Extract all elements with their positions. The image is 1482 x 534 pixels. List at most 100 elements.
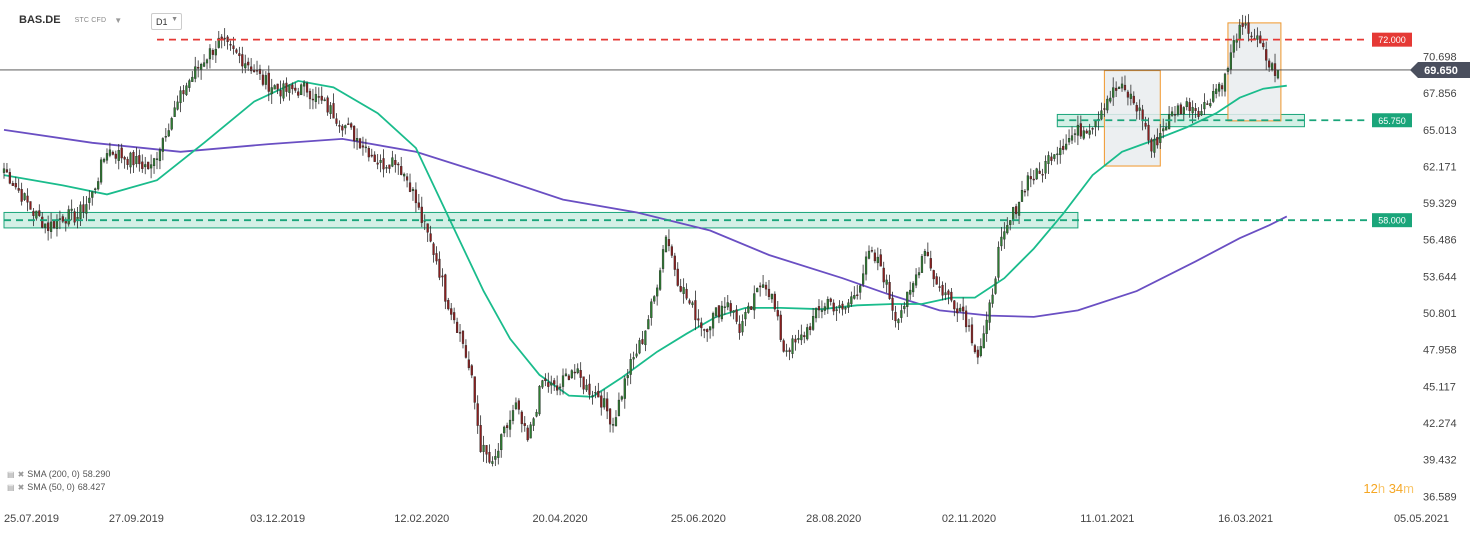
candle <box>170 116 173 131</box>
candle <box>523 416 526 432</box>
y-tick-label: 53.644 <box>1423 271 1457 283</box>
candle-body <box>214 48 217 56</box>
candle <box>753 285 756 319</box>
candle-body <box>205 59 209 64</box>
candle-body <box>99 159 103 183</box>
candle <box>82 196 85 219</box>
candle <box>326 95 329 116</box>
candle-body <box>1241 23 1244 27</box>
candle-body <box>941 284 944 296</box>
candle <box>891 291 894 321</box>
candle-body <box>432 243 435 255</box>
candle-body <box>876 256 879 264</box>
candle <box>464 339 468 359</box>
candle-body <box>1173 114 1177 116</box>
candle-body <box>358 138 362 149</box>
candle <box>741 314 744 336</box>
candle <box>1115 81 1118 98</box>
candle <box>953 299 956 317</box>
candle <box>653 295 656 304</box>
candle-body <box>1191 107 1194 114</box>
candle-body <box>538 385 541 415</box>
timeframe-select[interactable]: D1 ▼ <box>151 13 182 30</box>
candle <box>341 124 344 137</box>
candle <box>220 34 223 49</box>
candle-body <box>726 302 729 308</box>
candle <box>1138 99 1141 120</box>
candle-body <box>11 183 14 186</box>
candle-body <box>241 54 244 67</box>
candle-body <box>970 324 974 344</box>
legend-sma-50[interactable]: ▤ ✖ SMA (50, 0) 68.427 <box>7 481 110 494</box>
candle-body <box>1265 49 1268 61</box>
candle <box>302 80 306 97</box>
chevron-down-icon[interactable]: ▼ <box>114 15 123 25</box>
candle <box>261 70 265 87</box>
candle-body <box>302 82 306 87</box>
candle <box>761 274 765 288</box>
candle-body <box>391 157 394 167</box>
candle <box>241 46 244 74</box>
timeframe-label: D1 <box>156 16 168 27</box>
candle-body <box>729 303 732 312</box>
candle-body <box>744 311 747 320</box>
sma-200-value: 58.290 <box>82 469 111 479</box>
candle <box>411 186 415 201</box>
legend-sma-200[interactable]: ▤ ✖ SMA (200, 0) 58.290 <box>7 468 110 481</box>
candle <box>488 444 491 464</box>
candle-body <box>161 138 164 152</box>
candle <box>67 205 70 227</box>
candle-body <box>738 323 741 333</box>
settings-icon[interactable]: ▤ <box>7 483 15 492</box>
level-tag-bg <box>1372 32 1412 47</box>
candle <box>461 330 465 349</box>
candle <box>202 54 206 68</box>
candle <box>1000 226 1003 251</box>
candle-body <box>835 309 838 311</box>
candle <box>679 278 682 293</box>
candle <box>329 102 332 120</box>
candle-body <box>844 307 847 310</box>
candle <box>491 456 494 467</box>
close-icon[interactable]: ✖ <box>17 470 25 479</box>
candle-body <box>97 181 100 190</box>
x-tick-label: 16.03.2021 <box>1218 513 1273 525</box>
candle <box>1153 134 1156 158</box>
candle-body <box>656 287 659 297</box>
level-tag-bg <box>1372 213 1412 228</box>
candle <box>114 150 117 164</box>
candle <box>550 375 553 394</box>
candle-body <box>500 434 503 451</box>
candle <box>285 77 288 97</box>
candle <box>52 220 56 230</box>
candle <box>1059 140 1062 164</box>
candle <box>1067 129 1071 146</box>
candle-body <box>814 308 818 319</box>
symbol-label[interactable]: BAS.DE <box>19 14 61 26</box>
candle <box>897 318 900 331</box>
candle <box>1094 120 1097 137</box>
indicator-legend: ▤ ✖ SMA (200, 0) 58.290 ▤ ✖ SMA (50, 0) … <box>7 468 110 494</box>
candle <box>832 299 835 316</box>
candle-body <box>67 209 70 225</box>
candle-body <box>959 307 962 312</box>
candle <box>1200 104 1203 117</box>
highlight-box-0 <box>1103 70 1161 167</box>
candle-body <box>285 82 288 92</box>
candle <box>335 113 338 127</box>
candle-body <box>585 384 588 391</box>
candle-body <box>82 204 85 213</box>
close-icon[interactable]: ✖ <box>17 483 25 492</box>
candle-body <box>761 284 765 288</box>
candle <box>29 201 32 210</box>
candle-body <box>417 202 420 208</box>
settings-icon[interactable]: ▤ <box>7 470 15 479</box>
candle-body <box>488 451 491 463</box>
level-tag-label: 72.000 <box>1378 35 1406 45</box>
candle <box>670 244 673 259</box>
candle-body <box>561 375 565 387</box>
candle <box>188 78 191 92</box>
candle-body <box>1062 145 1065 150</box>
candle-body <box>532 418 535 426</box>
